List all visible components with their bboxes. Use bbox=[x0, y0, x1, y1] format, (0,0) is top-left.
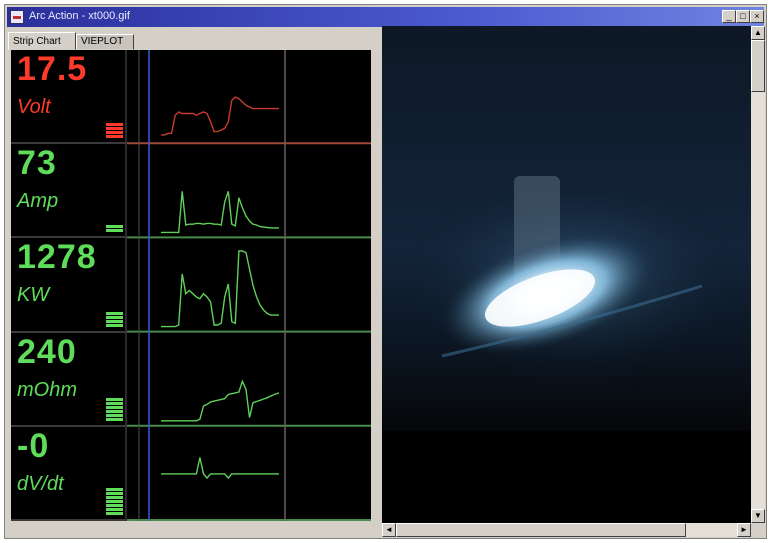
level-segment bbox=[106, 323, 123, 327]
scroll-left-button[interactable]: ◄ bbox=[382, 523, 396, 537]
level-segment bbox=[106, 409, 123, 413]
level-segment bbox=[106, 135, 123, 139]
level-segment bbox=[106, 499, 123, 503]
series-line-amp bbox=[161, 191, 279, 234]
strip-chart-panel: 17.5 Volt 73 Amp 1278 KW 240 mOhm -0 dV/dt bbox=[11, 50, 371, 521]
level-segment bbox=[106, 229, 123, 233]
horizontal-scroll-thumb[interactable] bbox=[396, 523, 686, 537]
series-line-dvdt bbox=[161, 457, 279, 480]
level-segment bbox=[106, 413, 123, 417]
vertical-scrollbar[interactable]: ▲ ▼ bbox=[751, 26, 765, 523]
close-button[interactable]: × bbox=[750, 10, 764, 23]
arc-video-frame bbox=[382, 26, 751, 523]
level-meter bbox=[106, 311, 123, 327]
level-segment bbox=[106, 405, 123, 409]
readout-unit: mOhm bbox=[17, 378, 77, 401]
vertical-scroll-thumb[interactable] bbox=[751, 40, 765, 92]
readout-unit: KW bbox=[17, 284, 50, 307]
strip-charts bbox=[127, 50, 371, 521]
level-segment bbox=[106, 311, 123, 315]
window-title: Arc Action - xt000.gif bbox=[29, 10, 130, 22]
level-segment bbox=[106, 131, 123, 135]
level-segment bbox=[106, 491, 123, 495]
level-segment bbox=[106, 401, 123, 405]
readout-value: -0 bbox=[17, 426, 50, 465]
app-icon bbox=[10, 10, 24, 24]
readout-2: 1278 KW bbox=[11, 238, 127, 333]
tab-strip-chart[interactable]: Strip Chart bbox=[8, 32, 76, 50]
level-segment bbox=[106, 397, 123, 401]
readout-unit: dV/dt bbox=[17, 472, 64, 495]
readout-value: 240 bbox=[17, 332, 77, 371]
scroll-down-button[interactable]: ▼ bbox=[751, 509, 765, 523]
series-line-kw bbox=[161, 250, 279, 328]
scroll-up-button[interactable]: ▲ bbox=[751, 26, 765, 40]
level-meter bbox=[106, 487, 123, 515]
strip-chart-2 bbox=[127, 238, 371, 333]
strip-chart-4 bbox=[127, 426, 371, 521]
readout-unit: Amp bbox=[17, 190, 59, 213]
minimize-button[interactable]: _ bbox=[722, 10, 736, 23]
scroll-right-button[interactable]: ► bbox=[737, 523, 751, 537]
readout-value: 73 bbox=[17, 144, 57, 183]
level-segment bbox=[106, 511, 123, 515]
series-line-volt bbox=[161, 96, 279, 136]
series-line-mohm bbox=[161, 379, 280, 422]
level-segment bbox=[106, 315, 123, 319]
readout-3: 240 mOhm bbox=[11, 332, 127, 427]
readout-0: 17.5 Volt bbox=[11, 50, 127, 145]
title-bar[interactable]: Arc Action - xt000.gif _ □ × bbox=[7, 7, 764, 27]
level-segment bbox=[106, 127, 123, 131]
strip-chart-3 bbox=[127, 332, 371, 427]
horizontal-scrollbar[interactable]: ◄ ► bbox=[382, 523, 751, 537]
level-segment bbox=[106, 319, 123, 323]
readout-value: 17.5 bbox=[17, 50, 88, 88]
tab-vieplot[interactable]: VIEPLOT bbox=[76, 34, 134, 50]
level-segment bbox=[106, 495, 123, 499]
readout-4: -0 dV/dt bbox=[11, 426, 127, 521]
level-segment bbox=[106, 487, 123, 491]
level-segment bbox=[106, 503, 123, 507]
level-segment bbox=[106, 507, 123, 511]
level-segment bbox=[106, 123, 123, 127]
readout-unit: Volt bbox=[17, 96, 51, 118]
readout-value: 1278 bbox=[17, 238, 97, 277]
strip-chart-0 bbox=[127, 50, 371, 145]
readout-1: 73 Amp bbox=[11, 144, 127, 239]
level-segment bbox=[106, 417, 123, 421]
welding-arc-image bbox=[382, 26, 751, 523]
level-meter bbox=[106, 224, 123, 233]
maximize-button[interactable]: □ bbox=[736, 10, 750, 23]
level-segment bbox=[106, 225, 123, 229]
strip-chart-1 bbox=[127, 144, 371, 239]
level-meter bbox=[106, 122, 123, 139]
level-meter bbox=[106, 397, 123, 421]
